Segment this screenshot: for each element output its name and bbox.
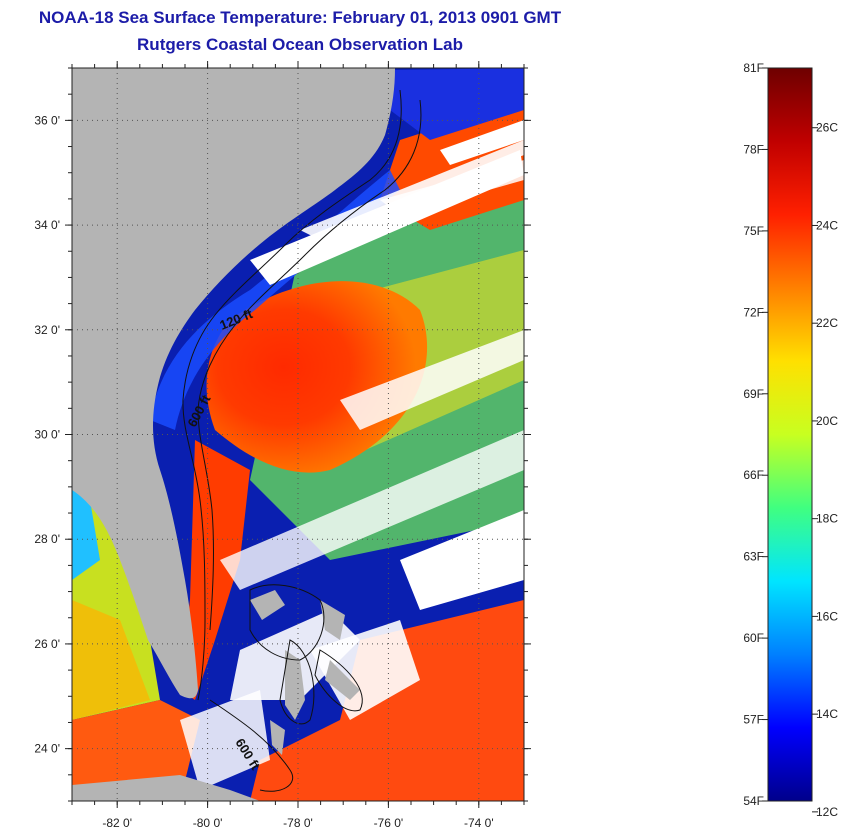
fahrenheit-label: 63F [743,550,764,564]
bathymetry-contours [182,89,422,792]
celsius-label: 12C [816,805,838,819]
clouds [180,120,524,790]
celsius-label: 26C [816,121,838,135]
longitude-ticks: -82 0' -80 0' -78 0' -76 0' -74 0' [71,61,525,830]
celsius-label: 16C [816,609,838,623]
latitude-ticks: 24 0' 26 0' 28 0' 30 0' 32 0' 34 0' 36 0' [34,67,531,802]
lon-tick-label: -80 0' [193,816,223,830]
colorbar-scale [767,67,813,802]
lon-tick-label: -78 0' [283,816,313,830]
gulf-shelf-water [72,490,100,580]
fahrenheit-label: 66F [743,468,764,482]
lat-tick-label: 26 0' [34,637,60,651]
graticule [72,68,524,801]
lat-tick-label: 34 0' [34,218,60,232]
lon-tick-label: -74 0' [464,816,494,830]
north-cool-water [390,68,524,140]
lat-tick-label: 30 0' [34,428,60,442]
colorbar: 54F 57F 60F 63F 66F 69F 72F 75F 78F 81F 12C 14C 16C… [743,61,838,819]
lat-tick-label: 28 0' [34,532,60,546]
fahrenheit-label: 60F [743,631,764,645]
celsius-label: 24C [816,218,838,232]
lat-tick-label: 36 0' [34,113,60,127]
fahrenheit-label: 75F [743,224,764,238]
chart-subtitle: Rutgers Coastal Ocean Observation Lab [137,35,463,54]
lon-tick-label: -76 0' [374,816,404,830]
fahrenheit-label: 81F [743,61,764,75]
straits-water [72,700,200,801]
fahrenheit-label: 78F [743,142,764,156]
celsius-label: 20C [816,414,838,428]
fahrenheit-label: 57F [743,713,764,727]
se-warm-water [250,600,524,801]
celsius-label: 14C [816,707,838,721]
lat-tick-label: 24 0' [34,742,60,756]
celsius-label: 18C [816,512,838,526]
gulf-warm-water [72,600,150,720]
lon-tick-label: -82 0' [102,816,132,830]
chart-title: NOAA-18 Sea Surface Temperature: Februar… [38,8,562,27]
florida-current [180,440,250,700]
fahrenheit-labels: 54F 57F 60F 63F 66F 69F 72F 75F 78F 81F [743,61,768,808]
map-area [72,68,524,801]
fahrenheit-label: 72F [743,305,764,319]
celsius-label: 22C [816,316,838,330]
fahrenheit-label: 54F [743,794,764,808]
celsius-labels: 12C 14C 16C 18C 20C 22C 24C 26C [812,121,838,819]
lat-tick-label: 32 0' [34,323,60,337]
fahrenheit-label: 69F [743,387,764,401]
